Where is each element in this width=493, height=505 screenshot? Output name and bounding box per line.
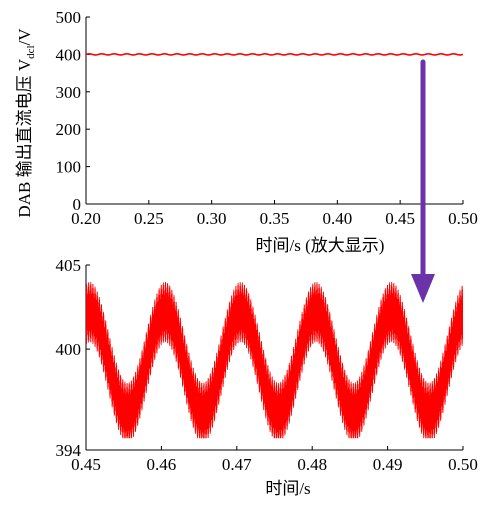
top-x-tick-label: 0.45 [385, 209, 415, 228]
bottom-x-tick-label: 0.49 [373, 455, 403, 474]
bottom-series-line [86, 281, 463, 439]
top-y-axis-label-subscript: dcl [25, 45, 37, 58]
bottom-x-tick-label: 0.46 [147, 455, 177, 474]
top-x-tick-label: 0.40 [322, 209, 352, 228]
bottom-y-tick-label: 400 [56, 340, 82, 359]
top-y-axis-label-text: DAB 输出直流电压 V [15, 58, 34, 217]
bottom-chart: 394 400 405 0.45 0.46 0.47 0.48 0.49 0.50 时间/s [56, 256, 478, 498]
top-x-tick-label: 0.50 [448, 209, 478, 228]
top-x-tick-label: 0.20 [71, 209, 101, 228]
top-chart: 0 100 200 300 400 500 0.20 0.25 0.30 0.35 0.40 0.4… [15, 8, 478, 255]
top-y-tick-label: 0 [73, 195, 82, 214]
bottom-x-ticks: 0.45 0.46 0.47 0.48 0.49 0.50 [71, 446, 478, 474]
top-x-tick-label: 0.35 [260, 209, 290, 228]
top-x-axis-label: 时间/s (放大显示) [256, 236, 385, 255]
top-y-tick-label: 300 [56, 83, 82, 102]
bottom-y-tick-label: 394 [56, 441, 82, 460]
bottom-x-tick-label: 0.45 [71, 455, 101, 474]
top-x-ticks: 0.20 0.25 0.30 0.35 0.40 0.45 0.50 [71, 200, 478, 228]
bottom-y-ticks: 394 400 405 [56, 256, 90, 460]
top-y-ticks: 0 100 200 300 400 500 [56, 8, 90, 214]
top-y-tick-label: 100 [56, 158, 82, 177]
top-series-line [86, 53, 463, 56]
top-x-tick-label: 0.25 [134, 209, 164, 228]
bottom-x-tick-label: 0.50 [448, 455, 478, 474]
top-y-tick-label: 500 [56, 8, 82, 27]
top-y-axis-label-unit: /V [15, 28, 34, 46]
top-x-tick-label: 0.30 [197, 209, 227, 228]
bottom-x-axis-label: 时间/s [265, 479, 310, 498]
bottom-x-tick-label: 0.48 [297, 455, 327, 474]
zoom-arrow-head [411, 274, 435, 303]
top-y-axis-label: DAB 输出直流电压 Vdcl/V [15, 28, 37, 218]
top-y-tick-label: 200 [56, 120, 82, 139]
bottom-x-tick-label: 0.47 [222, 455, 252, 474]
zoom-arrow [411, 59, 435, 303]
top-y-tick-label: 400 [56, 45, 82, 64]
bottom-y-tick-label: 405 [56, 256, 82, 275]
